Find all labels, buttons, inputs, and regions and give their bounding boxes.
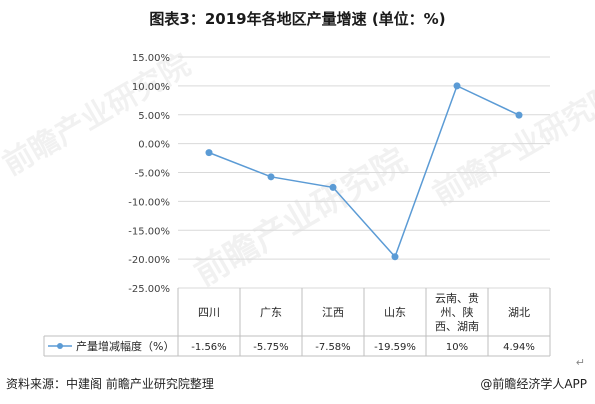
y-tick-label: -15.00%	[128, 226, 170, 237]
data-point	[515, 111, 523, 119]
data-point	[205, 149, 213, 157]
x-category-label: 云南、贵	[435, 292, 479, 305]
data-point	[267, 173, 275, 181]
y-tick-label: -20.00%	[128, 255, 170, 266]
data-point	[453, 82, 461, 90]
data-table-value: 4.94%	[503, 342, 535, 353]
brand-credit: @前瞻经济学人APP	[480, 375, 587, 392]
chart-title: 图表3：2019年各地区产量增速 (单位：%)	[149, 10, 446, 28]
y-tick-label: 10.00%	[132, 82, 170, 93]
data-table-value: -1.56%	[191, 342, 226, 353]
return-mark-icon: ↵	[575, 356, 585, 369]
data-table-value: -5.75%	[253, 342, 288, 353]
x-category-label: 江西	[322, 306, 344, 319]
data-table-value: -7.58%	[315, 342, 350, 353]
x-category-label: 西、湖南	[435, 320, 479, 333]
data-point	[391, 253, 399, 261]
x-category-label: 四川	[198, 306, 220, 319]
data-table-value: 10%	[446, 342, 468, 353]
y-tick-label: 15.00%	[132, 53, 170, 64]
x-category-label: 山东	[384, 306, 406, 319]
series-line	[208, 84, 520, 259]
y-tick-label: -5.00%	[135, 169, 170, 180]
y-tick-label: -25.00%	[128, 284, 170, 295]
y-tick-label: -10.00%	[128, 197, 170, 208]
source-note: 资料来源：中建阁 前瞻产业研究院整理	[6, 377, 214, 391]
data-point	[329, 183, 337, 191]
x-category-label: 州、陕	[441, 305, 474, 319]
y-tick-label: 5.00%	[138, 111, 170, 122]
legend-label: 产量增减幅度（%）	[76, 339, 174, 353]
y-tick-label: 0.00%	[138, 140, 170, 151]
brand-credit-text: @前瞻经济学人APP	[480, 377, 587, 391]
data-table-value: -19.59%	[374, 342, 416, 353]
x-category-label: 湖北	[508, 306, 530, 319]
x-category-label: 广东	[260, 306, 282, 319]
legend-marker	[57, 343, 63, 349]
